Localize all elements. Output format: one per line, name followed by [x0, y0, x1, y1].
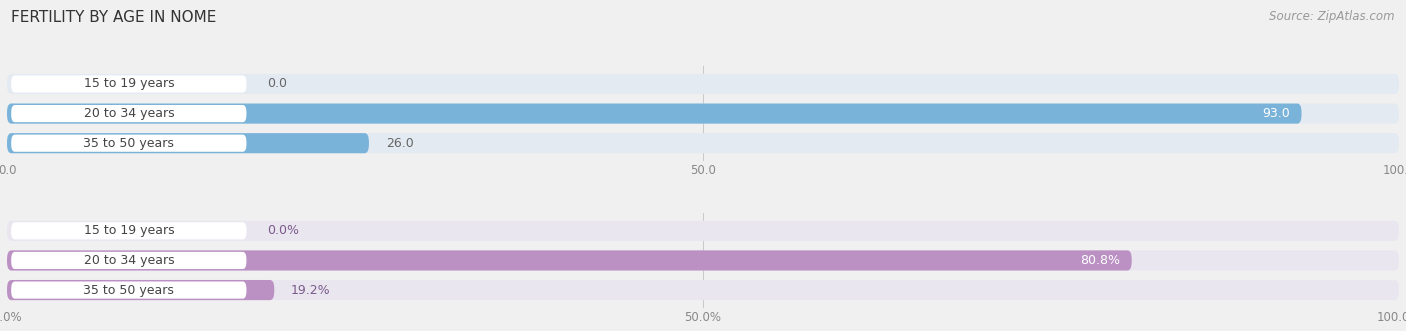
Text: 0.0: 0.0	[267, 77, 287, 90]
Text: 15 to 19 years: 15 to 19 years	[83, 224, 174, 237]
FancyBboxPatch shape	[11, 281, 246, 299]
Text: 15 to 19 years: 15 to 19 years	[83, 77, 174, 90]
FancyBboxPatch shape	[7, 221, 1399, 241]
FancyBboxPatch shape	[7, 250, 1132, 270]
Text: 0.0%: 0.0%	[267, 224, 299, 237]
FancyBboxPatch shape	[7, 280, 274, 300]
FancyBboxPatch shape	[7, 280, 1399, 300]
FancyBboxPatch shape	[11, 135, 246, 152]
FancyBboxPatch shape	[11, 252, 246, 269]
FancyBboxPatch shape	[7, 250, 1399, 270]
Text: 80.8%: 80.8%	[1081, 254, 1121, 267]
Text: 26.0: 26.0	[385, 137, 413, 150]
Text: 35 to 50 years: 35 to 50 years	[83, 284, 174, 297]
Text: 20 to 34 years: 20 to 34 years	[83, 107, 174, 120]
FancyBboxPatch shape	[7, 74, 1399, 94]
Text: FERTILITY BY AGE IN NOME: FERTILITY BY AGE IN NOME	[11, 10, 217, 25]
Text: 20 to 34 years: 20 to 34 years	[83, 254, 174, 267]
FancyBboxPatch shape	[7, 133, 368, 153]
Text: 19.2%: 19.2%	[291, 284, 330, 297]
Text: 35 to 50 years: 35 to 50 years	[83, 137, 174, 150]
Text: 93.0: 93.0	[1263, 107, 1291, 120]
FancyBboxPatch shape	[11, 222, 246, 239]
FancyBboxPatch shape	[7, 133, 1399, 153]
Text: Source: ZipAtlas.com: Source: ZipAtlas.com	[1270, 10, 1395, 23]
FancyBboxPatch shape	[7, 104, 1399, 124]
FancyBboxPatch shape	[11, 75, 246, 93]
FancyBboxPatch shape	[7, 104, 1302, 124]
FancyBboxPatch shape	[11, 105, 246, 122]
